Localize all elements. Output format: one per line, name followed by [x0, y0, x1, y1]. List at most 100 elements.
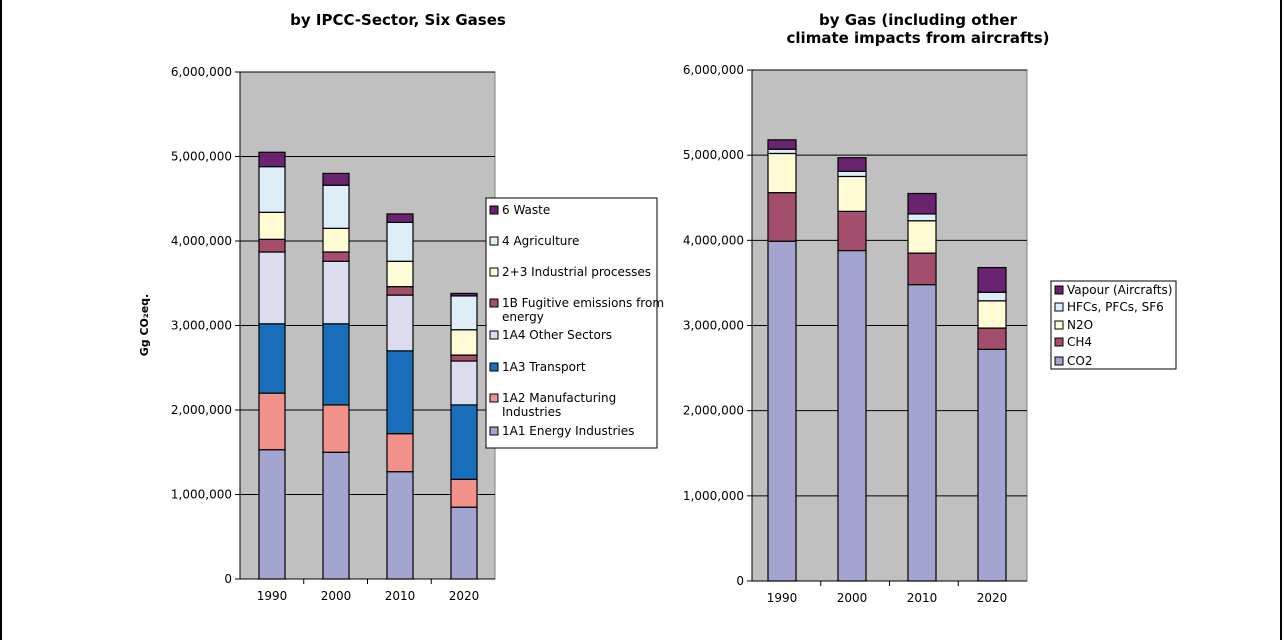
x-tick-label: 2010	[907, 591, 938, 605]
bar-segment	[386, 213, 414, 224]
y-tick-label: 5,000,000	[171, 150, 232, 164]
bar-segment	[837, 170, 867, 178]
chart-title: climate impacts from aircrafts)	[787, 29, 1050, 47]
y-tick-label: 3,000,000	[171, 319, 232, 333]
bar-segment	[450, 354, 478, 362]
bar-segment	[322, 172, 350, 186]
bar-segment	[837, 157, 867, 172]
legend-swatch	[489, 298, 499, 308]
bar-segment	[258, 151, 286, 168]
legend-label: energy	[502, 310, 544, 324]
legend-label: 6 Waste	[502, 203, 550, 217]
bar-segment	[767, 192, 797, 242]
x-tick-label: 1990	[257, 589, 288, 603]
legend-label: CH4	[1067, 335, 1092, 349]
legend-label: 4 Agriculture	[502, 234, 579, 248]
legend-swatch	[1054, 285, 1064, 295]
bar-segment	[977, 291, 1007, 302]
bar-segment	[977, 266, 1007, 293]
x-tick-label: 2010	[385, 589, 416, 603]
legend-swatch	[489, 236, 499, 246]
bar-segment	[322, 184, 350, 229]
x-tick-label: 1990	[767, 591, 798, 605]
bar-segment	[386, 433, 414, 473]
bar-segment	[767, 240, 797, 582]
legend-label: 1A3 Transport	[502, 360, 586, 374]
legend-swatch	[489, 267, 499, 277]
bar-segment	[322, 251, 350, 262]
bar-segment	[258, 211, 286, 240]
y-tick-label: 2,000,000	[683, 404, 744, 418]
y-tick-label: 6,000,000	[171, 65, 232, 79]
y-axis-label: Gg CO₂eq.	[138, 294, 151, 357]
bar-segment	[322, 404, 350, 453]
bar-segment	[977, 300, 1007, 329]
legend-label: Industries	[502, 405, 561, 419]
bar-segment	[258, 166, 286, 213]
bar-segment	[258, 323, 286, 394]
y-tick-label: 6,000,000	[683, 63, 744, 77]
bar-segment	[258, 238, 286, 253]
bar-segment	[450, 329, 478, 356]
legend-swatch	[489, 362, 499, 372]
legend-swatch	[489, 205, 499, 215]
y-tick-label: 0	[736, 574, 744, 588]
bar-segment	[386, 471, 414, 580]
y-tick-label: 5,000,000	[683, 148, 744, 162]
chart-title: by Gas (including other	[819, 11, 1018, 29]
bar-segment	[767, 148, 797, 155]
legend-box	[485, 197, 658, 449]
bar-segment	[450, 506, 478, 580]
y-tick-label: 1,000,000	[683, 489, 744, 503]
bar-segment	[837, 249, 867, 582]
bar-segment	[767, 139, 797, 150]
bar-segment	[767, 152, 797, 194]
bar-segment	[258, 392, 286, 451]
bar-segment	[977, 327, 1007, 350]
y-tick-label: 2,000,000	[171, 403, 232, 417]
bar-segment	[450, 404, 478, 480]
chart-title: by IPCC-Sector, Six Gases	[290, 11, 506, 29]
bar-segment	[322, 227, 350, 253]
bar-segment	[450, 295, 478, 331]
legend-swatch	[489, 393, 499, 403]
legend-swatch	[489, 426, 499, 436]
legend-label: 1A1 Energy Industries	[502, 424, 634, 438]
bar-segment	[450, 292, 478, 297]
bar-segment	[907, 213, 937, 222]
bar-segment	[386, 221, 414, 262]
legend-label: CO2	[1067, 354, 1092, 368]
legend-swatch	[1054, 320, 1064, 330]
legend-label: 1A2 Manufacturing	[502, 391, 616, 405]
bar-segment	[907, 284, 937, 582]
legend-swatch	[489, 330, 499, 340]
bar-segment	[837, 210, 867, 252]
bar-segment	[258, 251, 286, 325]
bar-segment	[450, 360, 478, 406]
bar-segment	[386, 350, 414, 435]
legend-box	[1050, 280, 1177, 370]
y-tick-label: 0	[224, 572, 232, 586]
chart-1: by IPCC-Sector, Six Gases 0 1,000,000 2,000…	[138, 11, 664, 603]
y-tick-label: 4,000,000	[683, 233, 744, 247]
legend-swatch	[1054, 337, 1064, 347]
x-tick-label: 2000	[321, 589, 352, 603]
legend-label: Vapour (Aircrafts)	[1067, 283, 1172, 297]
bar-segment	[837, 175, 867, 212]
legend-label: 1A4 Other Sectors	[502, 328, 612, 342]
legend-label: 1B Fugitive emissions from	[502, 296, 664, 310]
bar-segment	[386, 286, 414, 296]
bar-segment	[322, 323, 350, 406]
bar-segment	[322, 451, 350, 580]
legend-swatch	[1054, 302, 1064, 312]
x-tick-label: 2000	[837, 591, 868, 605]
bar-segment	[258, 449, 286, 580]
y-tick-label: 4,000,000	[171, 234, 232, 248]
y-tick-label: 3,000,000	[683, 319, 744, 333]
legend-swatch	[1054, 356, 1064, 366]
bar-segment	[450, 478, 478, 508]
legend-label: N2O	[1067, 318, 1093, 332]
legend-label: 2+3 Industrial processes	[502, 265, 651, 279]
